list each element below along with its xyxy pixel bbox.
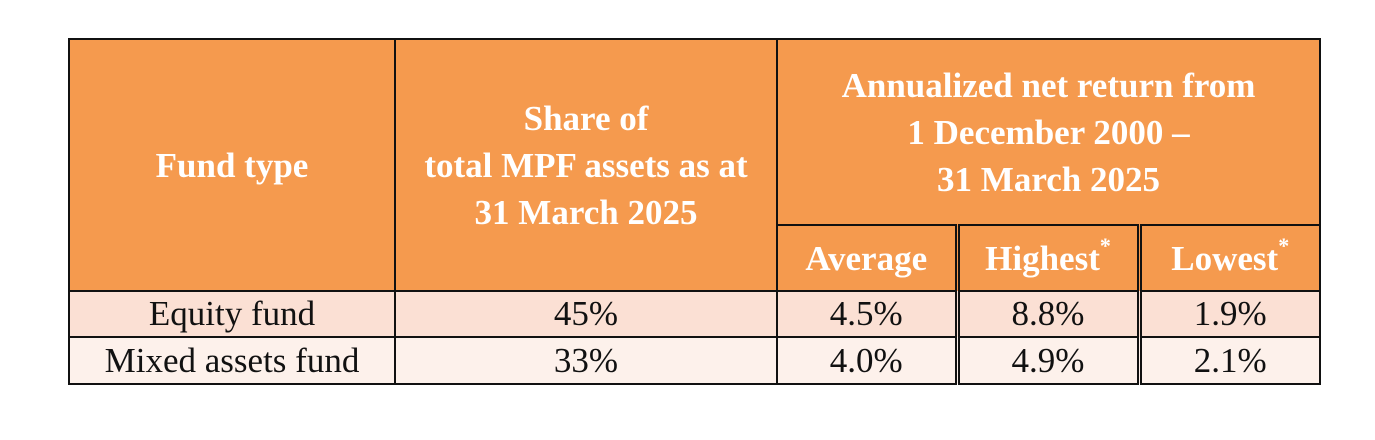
header-lowest-label: Lowest — [1171, 238, 1279, 278]
header-lowest: Lowest* — [1136, 224, 1322, 292]
header-fund-type: Fund type — [68, 38, 396, 292]
header-annualized-return: Annualized net return from 1 December 20… — [775, 38, 1322, 226]
row-fund-type: Mixed assets fund — [68, 336, 396, 385]
header-average-label: Average — [805, 238, 928, 278]
header-return-line2: 1 December 2000 – — [907, 112, 1190, 152]
header-average: Average — [776, 224, 958, 292]
row-share: 33% — [394, 336, 778, 385]
row-fund-type: Equity fund — [68, 290, 396, 338]
header-row-top: Fund type Share of total MPF assets as a… — [68, 38, 1322, 292]
row-average: 4.5% — [776, 290, 958, 338]
row-lowest: 2.1% — [1136, 336, 1322, 385]
header-lowest-asterisk: * — [1278, 232, 1290, 258]
row-average: 4.0% — [776, 336, 958, 385]
header-highest: Highest* — [954, 224, 1140, 292]
header-return-line3: 31 March 2025 — [937, 159, 1160, 199]
header-share-line1: Share of — [523, 98, 649, 138]
mpf-returns-table: Fund type Share of total MPF assets as a… — [68, 38, 1322, 385]
header-highest-asterisk: * — [1099, 232, 1111, 258]
header-share-line2: total MPF assets as at — [424, 145, 748, 185]
header-share: Share of total MPF assets as at 31 March… — [394, 38, 778, 292]
table-row: Equity fund 45% 4.5% 8.8% 1.9% — [68, 290, 1322, 338]
row-share: 45% — [394, 290, 778, 338]
header-share-line3: 31 March 2025 — [474, 192, 698, 232]
header-row-bottom: Average Highest* Lowest* — [69, 224, 1322, 292]
row-highest: 8.8% — [954, 290, 1140, 338]
header-highest-label: Highest — [985, 238, 1100, 278]
row-lowest: 1.9% — [1136, 290, 1322, 338]
header-fund-type-label: Fund type — [155, 145, 309, 185]
table-row: Mixed assets fund 33% 4.0% 4.9% 2.1% — [68, 336, 1322, 385]
header-return-line1: Annualized net return from — [841, 65, 1256, 105]
row-highest: 4.9% — [954, 336, 1140, 385]
